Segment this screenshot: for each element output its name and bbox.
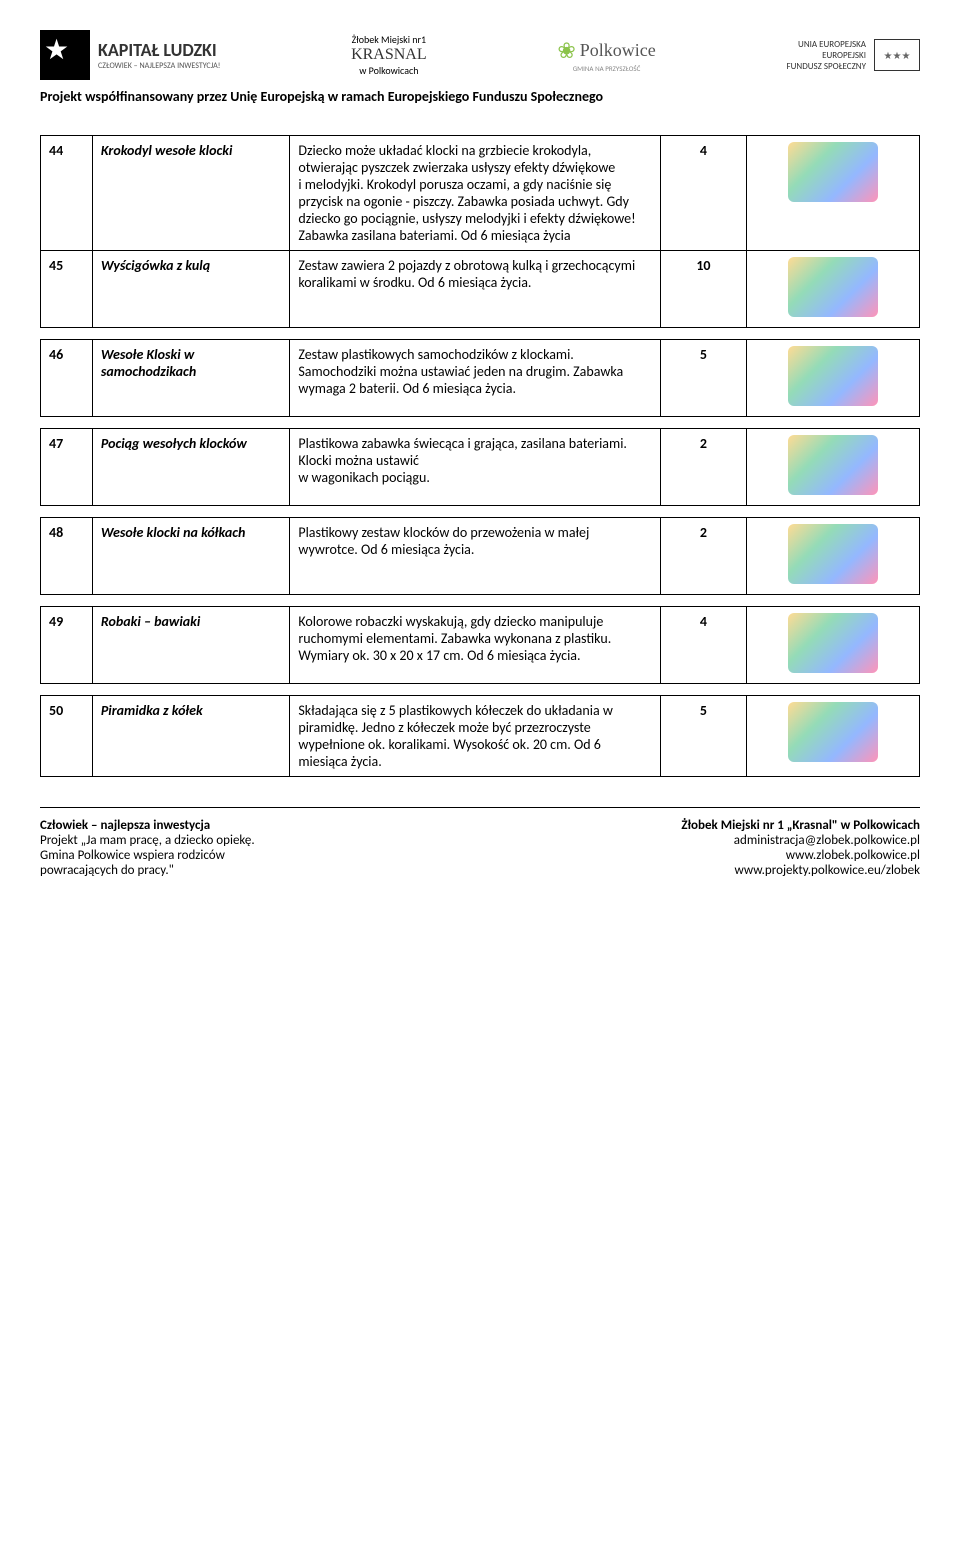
spacer-row [41,684,920,696]
row-name: Wyścigówka z kulą [92,251,290,328]
spacer-row [41,506,920,518]
eu-line2: EUROPEJSKI [786,50,866,61]
footer-right-line1: administracja@zlobek.polkowice.pl [681,833,920,848]
row-number: 47 [41,429,93,506]
row-quantity: 4 [660,607,746,684]
row-number: 45 [41,251,93,328]
row-image-cell [747,607,920,684]
eu-flag-icon: ★★★ [874,39,920,71]
row-name: Wesołe klocki na kółkach [92,518,290,595]
footer: Człowiek – najlepsza inwestycja Projekt … [40,807,920,878]
spacer-row [41,328,920,340]
table-row: 46Wesołe Kloski w samochodzikachZestaw p… [41,340,920,417]
logo-kapital: KAPITAŁ LUDZKI CZŁOWIEK – NAJLEPSZA INWE… [40,30,220,80]
row-image-cell [747,251,920,328]
footer-left-title: Człowiek – najlepsza inwestycja [40,818,255,833]
table-row: 44Krokodyl wesołe klockiDziecko może ukł… [41,136,920,251]
products-table: 44Krokodyl wesołe klockiDziecko może ukł… [40,135,920,777]
krasnal-line3: w Polkowicach [351,64,427,77]
row-quantity: 4 [660,136,746,251]
row-quantity: 5 [660,696,746,777]
row-quantity: 2 [660,429,746,506]
row-image-cell [747,136,920,251]
polkowice-leaf-icon: ❀ [557,38,575,64]
toy-image-icon [788,257,878,317]
row-quantity: 2 [660,518,746,595]
kapital-star-icon [40,30,90,80]
toy-image-icon [788,613,878,673]
row-image-cell [747,518,920,595]
polkowice-name: Polkowice [580,40,656,61]
row-name: Robaki – bawiaki [92,607,290,684]
row-number: 49 [41,607,93,684]
table-row: 50Piramidka z kółekSkładająca się z 5 pl… [41,696,920,777]
row-number: 44 [41,136,93,251]
row-description: Plastikowy zestaw klocków do przewożenia… [290,518,660,595]
toy-image-icon [788,435,878,495]
row-number: 46 [41,340,93,417]
row-description: Zestaw zawiera 2 pojazdy z obrotową kulk… [290,251,660,328]
spacer-row [41,595,920,607]
row-name: Piramidka z kółek [92,696,290,777]
spacer-row [41,417,920,429]
row-image-cell [747,340,920,417]
footer-right-line3: www.projekty.polkowice.eu/zlobek [681,863,920,878]
row-image-cell [747,696,920,777]
kapital-subtitle: CZŁOWIEK – NAJLEPSZA INWESTYCJA! [98,61,220,71]
row-name: Pociąg wesołych klocków [92,429,290,506]
footer-right-line2: www.zlobek.polkowice.pl [681,848,920,863]
row-description: Plastikowa zabawka świecąca i grająca, z… [290,429,660,506]
row-description: Kolorowe robaczki wyskakują, gdy dziecko… [290,607,660,684]
logo-krasnal: Żłobek Miejski nr1 KRASNAL w Polkowicach [351,33,427,77]
project-bar: Projekt współfinansowany przez Unię Euro… [40,88,920,105]
table-row: 47Pociąg wesołych klockówPlastikowa zaba… [41,429,920,506]
row-name: Wesołe Kloski w samochodzikach [92,340,290,417]
row-name: Krokodyl wesołe klocki [92,136,290,251]
footer-left-line2: Gmina Polkowice wspiera rodziców [40,848,255,863]
row-description: Składająca się z 5 plastikowych kółeczek… [290,696,660,777]
table-row: 48Wesołe klocki na kółkachPlastikowy zes… [41,518,920,595]
toy-image-icon [788,702,878,762]
kapital-title: KAPITAŁ LUDZKI [98,39,220,61]
footer-left-line3: powracających do pracy." [40,863,255,878]
toy-image-icon [788,524,878,584]
eu-line1: UNIA EUROPEJSKA [786,39,866,50]
header-logos: KAPITAŁ LUDZKI CZŁOWIEK – NAJLEPSZA INWE… [40,30,920,80]
row-description: Dziecko może układać klocki na grzbiecie… [290,136,660,251]
row-quantity: 5 [660,340,746,417]
krasnal-line1: Żłobek Miejski nr1 [351,33,427,46]
row-number: 48 [41,518,93,595]
table-row: 49Robaki – bawiakiKolorowe robaczki wysk… [41,607,920,684]
row-image-cell [747,429,920,506]
toy-image-icon [788,142,878,202]
eu-line3: FUNDUSZ SPOŁECZNY [786,61,866,72]
logo-eu: UNIA EUROPEJSKA EUROPEJSKI FUNDUSZ SPOŁE… [786,39,920,72]
logo-polkowice: ❀ Polkowice GMINA NA PRZYSZŁOŚĆ [557,38,655,73]
table-row: 45Wyścigówka z kuląZestaw zawiera 2 poja… [41,251,920,328]
footer-left-line1: Projekt „Ja mam pracę, a dziecko opiekę. [40,833,255,848]
row-description: Zestaw plastikowych samochodzików z kloc… [290,340,660,417]
row-number: 50 [41,696,93,777]
toy-image-icon [788,346,878,406]
row-quantity: 10 [660,251,746,328]
krasnal-line2: KRASNAL [351,46,427,64]
footer-right-title: Żłobek Miejski nr 1 „Krasnal" w Polkowic… [681,818,920,833]
polkowice-sub: GMINA NA PRZYSZŁOŚĆ [557,64,655,73]
